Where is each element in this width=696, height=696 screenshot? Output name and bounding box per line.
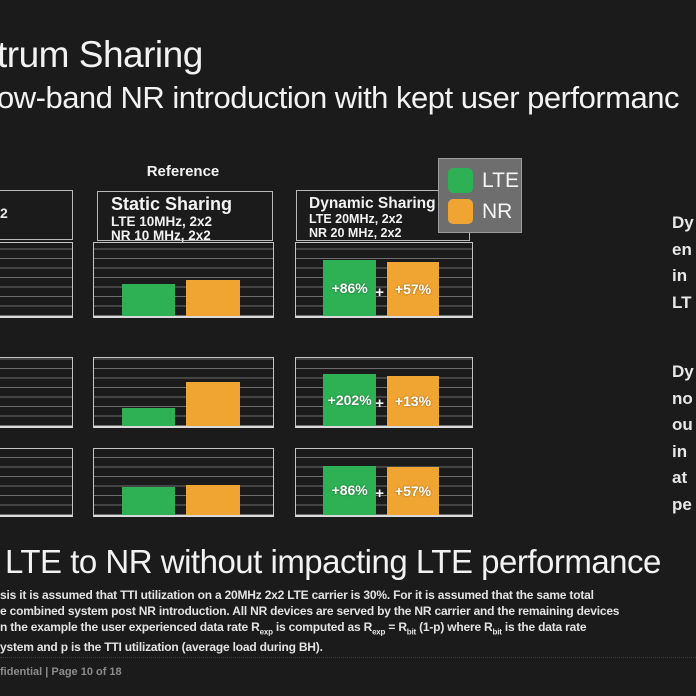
bar-lte-value-label: +202% [327, 392, 372, 409]
footnote-text: (1-p) where R [415, 619, 493, 634]
static-sharing-title: Static Sharing [111, 194, 233, 214]
chart-left-row1 [0, 242, 73, 318]
bar-nr: +57% [386, 467, 440, 515]
right-note-block-1: Dy en in LT [672, 210, 694, 316]
footnote-text: is computed as R [272, 619, 373, 634]
bar-lte [121, 486, 176, 515]
subscript-exp: exp [259, 626, 273, 636]
chart-dynamic-row1: +86% +57% + [295, 242, 473, 318]
bar-lte: +86% [323, 259, 377, 316]
static-sharing-nr-config: NR 10 MHz, 2x2 [111, 228, 211, 243]
footnote-line-3: n the example the user experienced data … [0, 620, 668, 640]
bar-lte: +86% [323, 465, 377, 515]
chart-dynamic-row3: +86% +57% + [295, 448, 473, 517]
dynamic-sharing-nr-config: NR 20 MHz, 2x2 [309, 225, 402, 240]
config-box-dynamic-sharing: Dynamic Sharing LTE 20MHz, 2x2 NR 20 MHz… [296, 190, 470, 241]
static-sharing-lte-config: LTE 10MHz, 2x2 [111, 214, 213, 229]
note-fragment: ou [672, 415, 693, 434]
chart-static-row1 [93, 242, 274, 318]
note-fragment: in [672, 266, 688, 285]
footnote-text: n the example the user experienced data … [0, 619, 260, 634]
legend-label-nr: NR [482, 199, 513, 223]
plus-icon: + [375, 395, 384, 413]
bar-nr [186, 382, 240, 426]
subscript-bit: bit [406, 626, 416, 636]
note-fragment: at [672, 468, 688, 487]
note-fragment: LT [672, 292, 692, 312]
slide-title: trum Sharing [0, 34, 203, 75]
bar-nr: +57% [386, 261, 440, 316]
config-box-left-fragment: 2 [0, 205, 8, 221]
chart-left-row3 [0, 448, 73, 517]
dynamic-sharing-lte-config: LTE 20MHz, 2x2 [309, 212, 403, 226]
chart-left-row2 [0, 357, 73, 428]
bar-nr-value-label: +57% [394, 483, 432, 500]
bar-nr-value-label: +13% [394, 393, 432, 410]
plus-icon: + [375, 284, 384, 302]
note-fragment: Dy [672, 213, 694, 232]
footnote-text: = R [385, 619, 407, 634]
lte-color-swatch [448, 168, 473, 193]
bar-nr [186, 484, 240, 515]
legend-item-lte: LTE [448, 166, 521, 195]
config-box-static-sharing: Static Sharing LTE 10MHz, 2x2 NR 10 MHz,… [97, 191, 273, 243]
nr-color-swatch [448, 199, 473, 224]
note-fragment: no [672, 388, 693, 408]
bar-nr-value-label: +57% [394, 280, 432, 297]
footnote-paragraph: sis it is assumed that TTI utilization o… [0, 588, 668, 656]
legend-label-lte: LTE [482, 168, 519, 192]
bar-lte [121, 408, 176, 426]
plus-icon: + [375, 484, 384, 502]
subscript-bit: bit [492, 626, 502, 636]
footnote-text: is the data rate [501, 619, 587, 634]
slide-subtitle: ow-band NR introduction with kept user p… [0, 80, 679, 115]
legend-item-nr: NR [448, 197, 521, 226]
bar-nr: +13% [386, 376, 440, 426]
dynamic-sharing-title: Dynamic Sharing [309, 195, 436, 212]
note-fragment: Dy [672, 362, 694, 381]
conclusion-heading: LTE to NR without impacting LTE performa… [5, 543, 661, 580]
footnote-line-2: e combined system post NR introduction. … [0, 603, 620, 618]
subscript-exp: exp [372, 626, 386, 636]
note-fragment: pe [672, 494, 692, 514]
bar-lte [121, 283, 176, 316]
legend: LTE NR [438, 158, 522, 233]
note-fragment: en [672, 239, 692, 259]
bar-lte-value-label: +86% [331, 279, 368, 296]
footnote-line-4: ystem and p is the TTI utilization (aver… [0, 639, 323, 654]
chart-static-row3 [93, 448, 274, 517]
footer-separator [0, 657, 696, 658]
chart-dynamic-row2: +202% +13% + [295, 357, 473, 428]
chart-static-row2 [93, 357, 274, 428]
bar-lte-value-label: +86% [331, 482, 368, 499]
note-fragment: in [672, 441, 688, 461]
reference-label: Reference [146, 163, 220, 180]
bar-nr [186, 280, 240, 316]
config-box-left: 2 [0, 190, 73, 240]
right-note-block-2: Dy no ou in at pe [672, 359, 694, 518]
footer-page-info: fidential | Page 10 of 18 [0, 666, 122, 678]
footnote-line-1: sis it is assumed that TTI utilization o… [0, 588, 594, 602]
bar-lte: +202% [323, 374, 377, 426]
